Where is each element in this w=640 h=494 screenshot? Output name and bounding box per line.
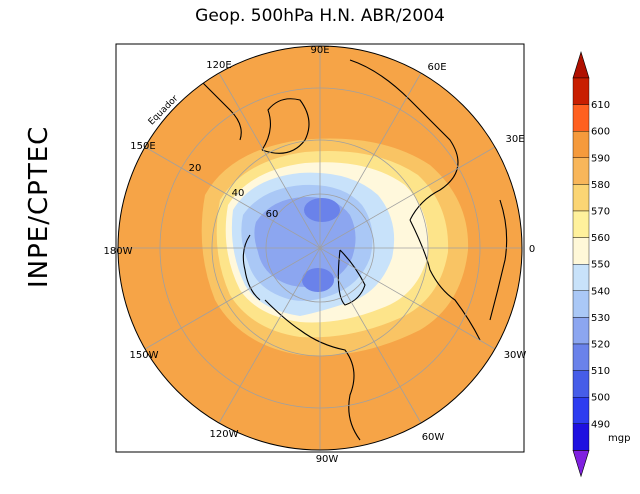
colorbar-box (572, 237, 590, 265)
map-title: Geop. 500hPa H.N. ABR/2004 (195, 6, 445, 26)
colorbar-box (572, 157, 590, 185)
colorbar-level-label: 570 (591, 207, 610, 218)
colorbar-box (572, 104, 590, 132)
lat-label-60: 60 (266, 209, 279, 220)
lon-label-30e: 30E (505, 134, 524, 145)
map-frame (115, 43, 525, 453)
colorbar-level-label: 520 (591, 340, 610, 351)
coastline-alaska (242, 234, 261, 301)
colorbar-level-label: 560 (591, 233, 610, 244)
colorbar-box (572, 397, 590, 425)
colorbar-box (572, 290, 590, 318)
colorbar-labels: 610 600 590 580 570 560 550 540 530 520 510 500 490 (591, 100, 610, 430)
colorbar-top-arrow (572, 50, 590, 79)
lon-label-60w: 60W (422, 432, 445, 443)
colorbar-box (572, 317, 590, 345)
coastline-eurasia (349, 59, 459, 221)
lon-label-30w: 30W (504, 350, 527, 361)
lon-label-180w: 180W (104, 246, 133, 257)
field-510-center-b (302, 268, 334, 292)
colorbar-level-label: 540 (591, 286, 610, 297)
lon-label-150w: 150W (130, 350, 159, 361)
longitude-labels: 90E 60E 30E 0 30W 60W 90W 120W 150W 180W… (104, 45, 536, 465)
lon-label-120w: 120W (210, 429, 239, 440)
coastline-greenland (337, 249, 366, 306)
colorbar-box (572, 423, 590, 451)
coastline-europe (409, 219, 481, 341)
lon-label-0: 0 (529, 244, 535, 255)
colorbar-unit: mgp (608, 433, 630, 444)
lon-label-150e: 150E (130, 141, 155, 152)
colorbar-level-label: 530 (591, 313, 610, 324)
colorbar-level-label: 610 (591, 100, 610, 111)
colorbar-box (572, 343, 590, 371)
colorbar-level-label: 550 (591, 260, 610, 271)
lon-label-90w: 90W (316, 454, 339, 465)
graticule (118, 46, 522, 450)
colorbar-box (572, 130, 590, 158)
lon-label-120e: 120E (206, 60, 231, 71)
colorbar-level-label: 600 (591, 127, 610, 138)
colorbar-bottom-arrow (572, 450, 590, 478)
colorbar-box (572, 370, 590, 398)
colorbar-level-label: 500 (591, 393, 610, 404)
lat-label-20: 20 (189, 163, 202, 174)
coastline-asia-north (261, 98, 310, 154)
colorbar-level-label: 510 (591, 366, 610, 377)
colorbar-level-label: 490 (591, 419, 610, 430)
map-disc-border (117, 45, 523, 451)
colorbar-boxes (572, 50, 590, 478)
coastline-north-america (264, 299, 361, 441)
coastline-east-asia (199, 79, 242, 141)
colorbar-box (572, 184, 590, 212)
colorbar-level-label: 580 (591, 180, 610, 191)
colorbar-box (572, 264, 590, 292)
lon-label-90e: 90E (310, 45, 329, 56)
colorbar-box (572, 210, 590, 238)
lon-label-60e: 60E (427, 62, 446, 73)
colorbar-level-label: 590 (591, 153, 610, 164)
meridian-30e-150w (144, 146, 496, 350)
colorbar-box (572, 77, 590, 105)
lat-label-40: 40 (232, 188, 245, 199)
field-510-center-a (304, 198, 340, 222)
coastlines (199, 59, 508, 441)
coastline-africa (489, 199, 508, 321)
